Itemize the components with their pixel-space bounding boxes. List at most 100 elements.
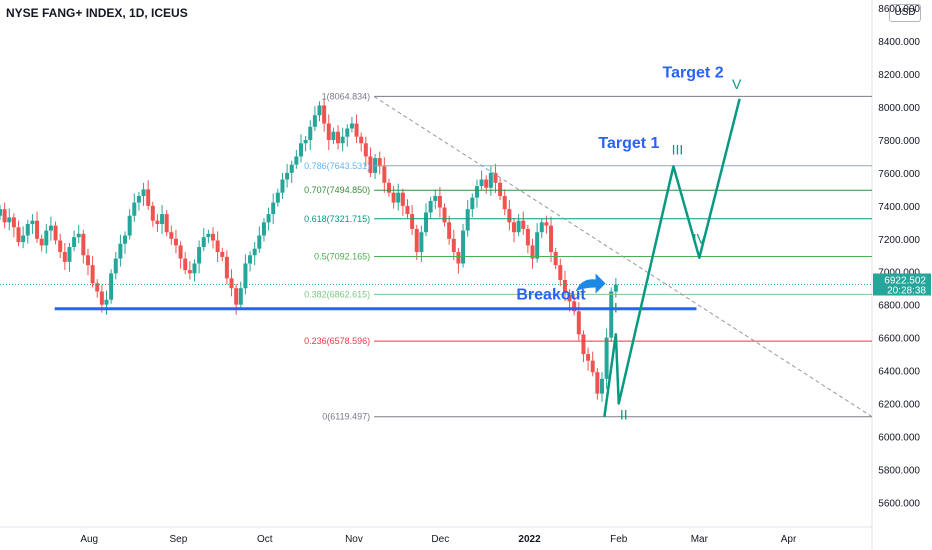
candle-body [488,172,493,188]
candle-body [30,220,35,224]
wave-label: IV [693,231,707,247]
x-tick-label: Feb [610,534,628,545]
candle-body [599,378,604,394]
fib-level-label: 0.382(6862.615) [304,289,370,299]
candle-body [248,255,253,264]
candle-body [220,251,225,257]
candle-body [183,258,188,271]
candle-body [39,238,44,246]
candle-body [400,192,405,206]
candle-body [252,248,257,256]
wave-label: II [620,406,628,422]
y-tick-label: 6200.000 [878,399,920,410]
candle-body [391,192,396,203]
candle-body [266,214,271,223]
candle-body [359,136,364,144]
candle-body [609,291,614,338]
currency-badge[interactable]: USD [889,4,921,22]
candle-body [484,179,489,188]
y-tick-label: 6400.000 [878,367,920,378]
candle-body [113,258,118,274]
candle-body [187,270,192,274]
candle-body [0,209,2,216]
candle-body [67,247,72,262]
candle-body [539,222,544,233]
candle-body [502,195,507,210]
candle-body [303,139,308,144]
candle-body [85,255,90,266]
fib-level-label: 0.236(6578.596) [304,336,370,346]
candle-body [442,207,447,223]
candle-body [322,105,327,124]
candle-body [586,354,591,361]
candle-body [90,265,95,284]
candle-body [11,217,16,228]
candle-body [516,220,521,233]
candle-body [58,240,63,252]
candle-body [95,283,100,292]
candle-body [21,235,26,243]
current-price-value: 6922.502 [884,275,926,286]
candle-body [201,237,206,248]
candle-body [275,192,280,203]
candle-body [104,299,109,305]
candle-body [127,215,132,236]
candle-body [81,233,86,256]
candle-body [118,243,123,259]
candle-body [141,189,146,196]
trendline [373,96,873,418]
fib-level-label: 0.707(7494.850) [304,185,370,195]
candle-body [511,222,516,233]
fib-level-label: 0.786(7643.531) [304,161,370,171]
candle-body [317,105,322,116]
candle-body [521,220,526,229]
candle-body [386,182,391,193]
x-tick-label: Dec [431,534,449,545]
y-tick-label: 6600.000 [878,334,920,345]
candle-body [35,220,40,239]
candle-body [576,311,581,335]
breakout-arrow-icon [575,273,606,294]
y-tick-label: 5600.000 [878,498,920,509]
wave-label: V [732,76,742,92]
wave-label: III [672,141,684,157]
candle-body [76,233,81,238]
candle-body [280,179,285,193]
candle-body [558,265,563,280]
candle-body [99,291,104,305]
candle-body [211,233,216,241]
candle-body [215,240,220,252]
candle-body [206,233,211,238]
candle-body [396,192,401,203]
target1-label: Target 1 [598,135,659,152]
candle-body [535,232,540,259]
candle-body [470,197,475,210]
candle-body [405,205,410,215]
candle-body [109,273,114,300]
elliott-wave-path [603,98,741,417]
candle-body [553,251,558,266]
fib-level-label: 0.5(7092.165) [314,252,370,262]
fib-level-label: 1(8064.834) [322,91,371,101]
candle-body [16,227,21,243]
candle-body [294,156,299,165]
candle-body [326,123,331,140]
candle-body [261,222,266,236]
candle-body [178,245,183,259]
candle-body [461,230,466,264]
candle-body [428,200,433,213]
candle-body [271,202,276,215]
candle-body [197,247,202,264]
candle-body [549,225,554,252]
candle-body [169,232,174,239]
candle-body [62,251,67,262]
y-tick-label: 8400.000 [878,37,920,48]
candle-body [479,179,484,187]
y-tick-label: 7000.000 [878,268,920,279]
y-tick-label: 6000.000 [878,432,920,443]
candle-body [164,214,169,233]
candle-body [7,217,12,223]
candle-body [581,334,586,355]
